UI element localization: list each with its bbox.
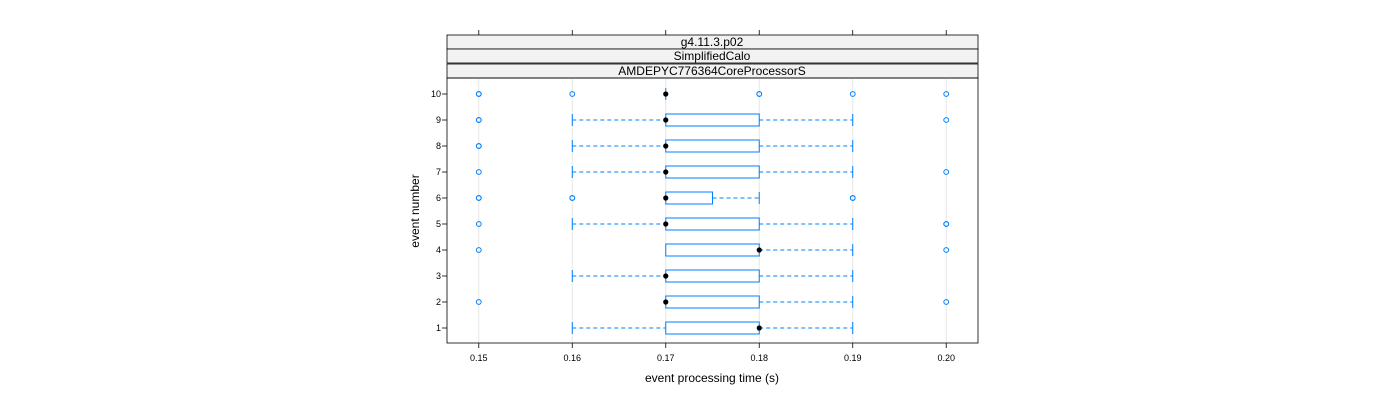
x-tick-label: 0.20 (937, 353, 955, 363)
strip-label-application: SimplifiedCalo (674, 49, 751, 63)
median-point (663, 221, 669, 227)
box-iqr (665, 243, 760, 257)
box-iqr (665, 191, 713, 205)
box-event-2 (475, 295, 950, 309)
box-event-5 (475, 217, 950, 231)
x-tick-label: 0.16 (564, 353, 582, 363)
box-event-10 (475, 88, 950, 100)
box-marks (475, 88, 950, 335)
outlier-point (943, 117, 950, 123)
outlier-point (943, 299, 950, 305)
outlier-point (475, 91, 482, 97)
outlier-point (943, 169, 950, 175)
outlier-point (475, 117, 482, 123)
y-axis-title: event number (408, 174, 422, 247)
panel-border (446, 77, 979, 344)
box-iqr (665, 295, 760, 309)
strip-label-version: g4.11.3.p02 (681, 35, 744, 49)
y-tick-label: 3 (436, 271, 441, 281)
y-tick-label: 4 (436, 245, 441, 255)
box-event-8 (475, 139, 854, 153)
outlier-point (756, 91, 763, 97)
box-event-7 (475, 165, 950, 179)
outlier-point (475, 299, 482, 305)
outlier-point (475, 169, 482, 175)
y-tick-label: 8 (436, 141, 441, 151)
x-tick-label: 0.17 (657, 353, 675, 363)
box-event-4 (475, 243, 950, 257)
y-tick-label: 7 (436, 167, 441, 177)
box-event-1 (571, 321, 854, 335)
box-iqr (665, 321, 760, 335)
median-point (663, 195, 669, 201)
x-axis-title: event processing time (s) (645, 371, 779, 385)
x-tick-label: 0.15 (470, 353, 488, 363)
outlier-point (475, 195, 482, 201)
median-point (663, 299, 669, 305)
x-tick-label: 0.19 (844, 353, 862, 363)
box-iqr (665, 269, 760, 283)
x-tick-label: 0.18 (750, 353, 768, 363)
outlier-point (475, 221, 482, 227)
outlier-point (943, 221, 950, 227)
y-tick-label: 10 (431, 89, 441, 99)
box-iqr (665, 113, 760, 127)
median-point (663, 143, 669, 149)
box-iqr (665, 139, 760, 153)
box-event-6 (475, 191, 856, 205)
y-tick-label: 1 (436, 323, 441, 333)
y-tick-label: 6 (436, 193, 441, 203)
outlier-point (943, 91, 950, 97)
box-iqr (665, 165, 760, 179)
outlier-point (475, 143, 482, 149)
strip-label-processor: AMDEPYC776364CoreProcessorS (618, 64, 805, 78)
strip-box-1 (446, 48, 979, 64)
median-point (663, 273, 669, 279)
box-event-3 (571, 269, 854, 283)
median-point (756, 325, 762, 331)
outlier-point (849, 195, 856, 201)
median-point (663, 91, 669, 97)
axes: 0.15 0.16 0.17 0.18 0.19 0.20 1 2 3 4 5 6 7 8 9 10 (431, 30, 955, 363)
outlier-point (569, 195, 576, 201)
box-event-9 (475, 113, 950, 127)
strip-headers: g4.11.3.p02 SimplifiedCalo AMDEPYC776364… (446, 34, 979, 79)
outlier-point (849, 91, 856, 97)
y-tick-label: 2 (436, 297, 441, 307)
outlier-point (943, 247, 950, 253)
outlier-point (475, 247, 482, 253)
y-tick-label: 5 (436, 219, 441, 229)
median-point (756, 247, 762, 253)
y-tick-label: 9 (436, 115, 441, 125)
box-iqr (665, 217, 760, 231)
outlier-point (569, 91, 576, 97)
median-point (663, 117, 669, 123)
median-point (663, 169, 669, 175)
grid-lines (478, 78, 947, 343)
